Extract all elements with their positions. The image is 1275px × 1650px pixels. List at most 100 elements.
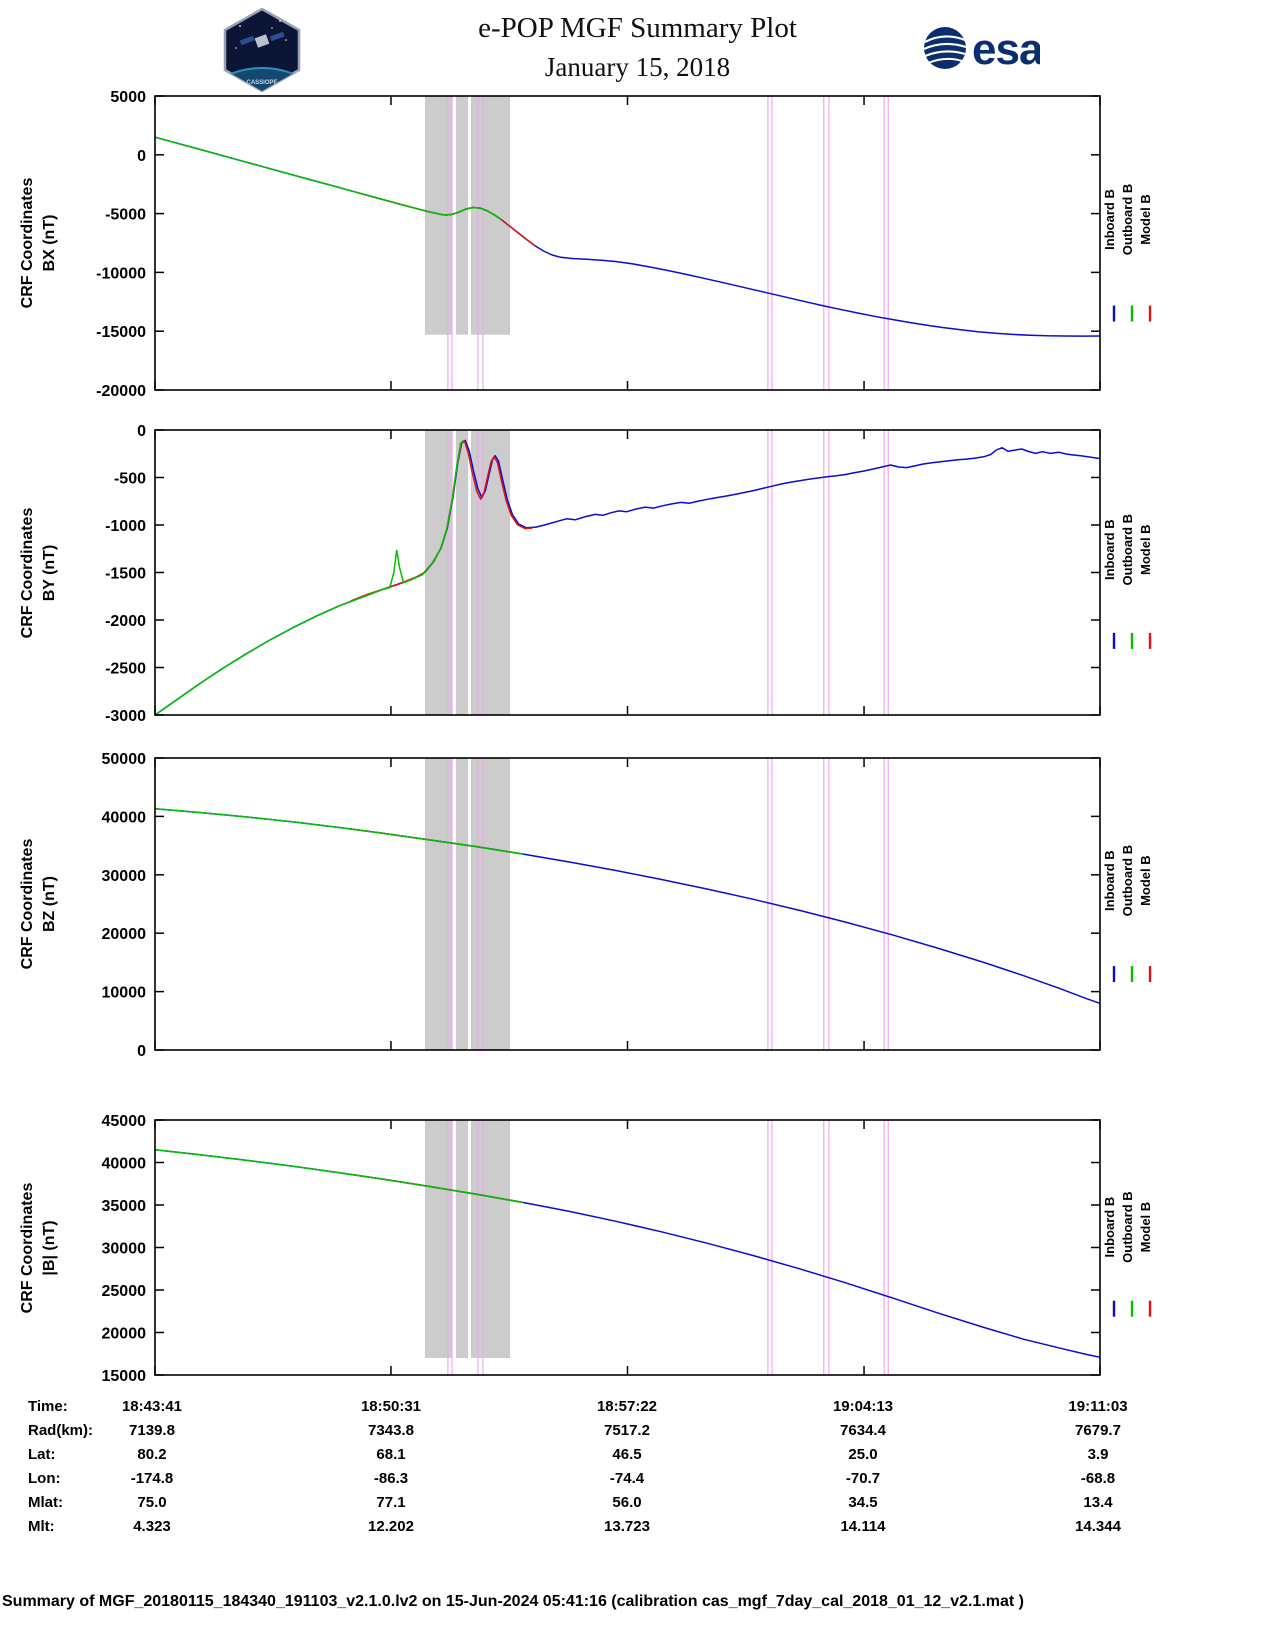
by-ylabel-line2: BY (nT) <box>41 545 58 602</box>
bz-ylabel-line1: CRF Coordinates <box>19 839 36 970</box>
table-row-label: Lon: <box>28 1470 61 1487</box>
table-cell: 13.723 <box>604 1518 650 1535</box>
cassiope-mission-patch: CASSIOPE <box>223 7 301 93</box>
svg-text:Inboard B: Inboard B <box>1102 189 1117 250</box>
table-cell: 46.5 <box>612 1446 642 1463</box>
table-cell: 19:04:13 <box>832 1398 894 1415</box>
svg-text:-1000: -1000 <box>105 518 146 535</box>
svg-text:-3000: -3000 <box>105 708 146 724</box>
svg-text:30000: 30000 <box>102 1241 147 1258</box>
panel-bx: 5000 0 -5000 -10000 -15000 -20000 Inboard B Out… <box>19 90 1153 400</box>
table-row-rad: Rad(km): 7139.8 7343.8 7517.2 7634.4 767… <box>0 1422 1275 1444</box>
table-row-label: Time: <box>28 1398 68 1415</box>
svg-text:Inboard B: Inboard B <box>1102 519 1117 580</box>
table-cell: 77.1 <box>376 1494 406 1511</box>
svg-text:Model B: Model B <box>1138 524 1153 575</box>
table-cell: 25.0 <box>848 1446 878 1463</box>
svg-text:35000: 35000 <box>102 1198 147 1215</box>
page-date: January 15, 2018 <box>544 52 731 82</box>
svg-text:15000: 15000 <box>102 1368 147 1384</box>
summary-footer: Summary of MGF_20180115_184340_191103_v2… <box>2 1593 1024 1610</box>
bx-plot-frame <box>154 95 1101 391</box>
table-cell: 7634.4 <box>840 1422 886 1439</box>
table-cell: 18:50:31 <box>360 1398 422 1415</box>
svg-text:20000: 20000 <box>102 1326 147 1343</box>
table-cell: 34.5 <box>848 1494 878 1511</box>
svg-text:Outboard B: Outboard B <box>1120 184 1135 256</box>
svg-text:50000: 50000 <box>102 752 147 768</box>
table-cell: 80.2 <box>137 1446 167 1463</box>
svg-text:-1500: -1500 <box>105 566 146 583</box>
table-row-label: Mlt: <box>28 1518 55 1535</box>
svg-text:40000: 40000 <box>102 809 147 826</box>
bx-ylabel-line2: BX (nT) <box>41 215 58 272</box>
btot-ylabel-line1: CRF Coordinates <box>19 1183 36 1314</box>
table-cell: 3.9 <box>1087 1446 1109 1463</box>
table-row-time: Time: 18:43:41 18:50:31 18:57:22 19:04:1… <box>0 1398 1275 1420</box>
btot-plot-layer: 45000 40000 35000 30000 25000 20000 15000 Inboa… <box>102 1114 1154 1384</box>
svg-text:-20000: -20000 <box>96 383 146 400</box>
svg-text:25000: 25000 <box>102 1283 147 1300</box>
table-row-label: Rad(km): <box>28 1422 94 1439</box>
table-row-mlt: Mlt: 4.323 12.202 13.723 14.114 14.344 <box>0 1518 1275 1540</box>
svg-text:Outboard B: Outboard B <box>1120 514 1135 586</box>
esa-logo: esa <box>923 25 1040 74</box>
svg-text:Outboard B: Outboard B <box>1120 1191 1135 1263</box>
by-plot-frame <box>154 429 1101 716</box>
table-cell: 7139.8 <box>129 1422 175 1439</box>
panel-bz: 50000 40000 30000 20000 10000 0 Inboard B Outbo… <box>19 752 1154 1058</box>
table-cell: 7679.7 <box>1075 1422 1121 1439</box>
btot-ylabel-line2: |B| (nT) <box>41 1220 58 1275</box>
svg-text:Model B: Model B <box>1138 194 1153 245</box>
svg-text:-2500: -2500 <box>105 661 146 678</box>
table-cell: 14.114 <box>840 1518 886 1535</box>
svg-text:20000: 20000 <box>102 926 147 943</box>
esa-globe-icon <box>923 27 967 69</box>
svg-text:0: 0 <box>137 1043 146 1058</box>
by-ylabel-line1: CRF Coordinates <box>19 508 36 639</box>
table-cell: 7343.8 <box>368 1422 414 1439</box>
table-row-mlat: Mlat: 75.0 77.1 56.0 34.5 13.4 <box>0 1494 1275 1516</box>
table-row-lon: Lon: -174.8 -86.3 -74.4 -70.7 -68.8 <box>0 1470 1275 1492</box>
svg-text:-15000: -15000 <box>96 324 146 341</box>
table-cell: -86.3 <box>373 1470 409 1487</box>
svg-text:40000: 40000 <box>102 1156 147 1173</box>
svg-text:30000: 30000 <box>102 868 147 885</box>
bx-ylabel-line1: CRF Coordinates <box>19 178 36 309</box>
bz-ylabel-line2: BZ (nT) <box>41 876 58 932</box>
svg-text:0: 0 <box>137 424 146 440</box>
patch-label: CASSIOPE <box>246 80 277 86</box>
table-cell: -174.8 <box>130 1470 174 1487</box>
table-cell: -70.7 <box>845 1470 881 1487</box>
svg-text:-2000: -2000 <box>105 613 146 630</box>
table-cell: 4.323 <box>133 1518 171 1535</box>
table-cell: 7517.2 <box>604 1422 650 1439</box>
bx-plot-layer: 5000 0 -5000 -10000 -15000 -20000 Inboard B Out… <box>96 90 1153 400</box>
panel-btot: 45000 40000 35000 30000 25000 20000 15000 Inboa… <box>19 1114 1154 1384</box>
bz-plot-frame <box>154 757 1101 1051</box>
table-row-lat: Lat: 80.2 68.1 46.5 25.0 3.9 <box>0 1446 1275 1468</box>
svg-text:10000: 10000 <box>102 985 147 1002</box>
table-cell: 75.0 <box>137 1494 167 1511</box>
bz-plot-layer: 50000 40000 30000 20000 10000 0 Inboard B Outbo… <box>102 752 1154 1058</box>
table-cell: 68.1 <box>376 1446 406 1463</box>
esa-wordmark: esa <box>972 25 1040 74</box>
svg-text:5000: 5000 <box>110 90 146 106</box>
svg-text:Outboard B: Outboard B <box>1120 845 1135 917</box>
table-cell: 56.0 <box>612 1494 642 1511</box>
svg-text:Inboard B: Inboard B <box>1102 850 1117 911</box>
svg-text:Model B: Model B <box>1138 855 1153 906</box>
table-cell: -74.4 <box>609 1470 645 1487</box>
table-cell: 12.202 <box>368 1518 414 1535</box>
table-cell: -68.8 <box>1080 1470 1116 1487</box>
patch-satellite <box>239 31 285 48</box>
table-cell: 19:11:03 <box>1068 1398 1128 1415</box>
svg-text:-500: -500 <box>114 471 146 488</box>
page-title: e-POP MGF Summary Plot <box>478 12 797 44</box>
btot-plot-frame <box>154 1119 1101 1376</box>
svg-text:45000: 45000 <box>102 1114 147 1130</box>
table-cell: 13.4 <box>1083 1494 1113 1511</box>
